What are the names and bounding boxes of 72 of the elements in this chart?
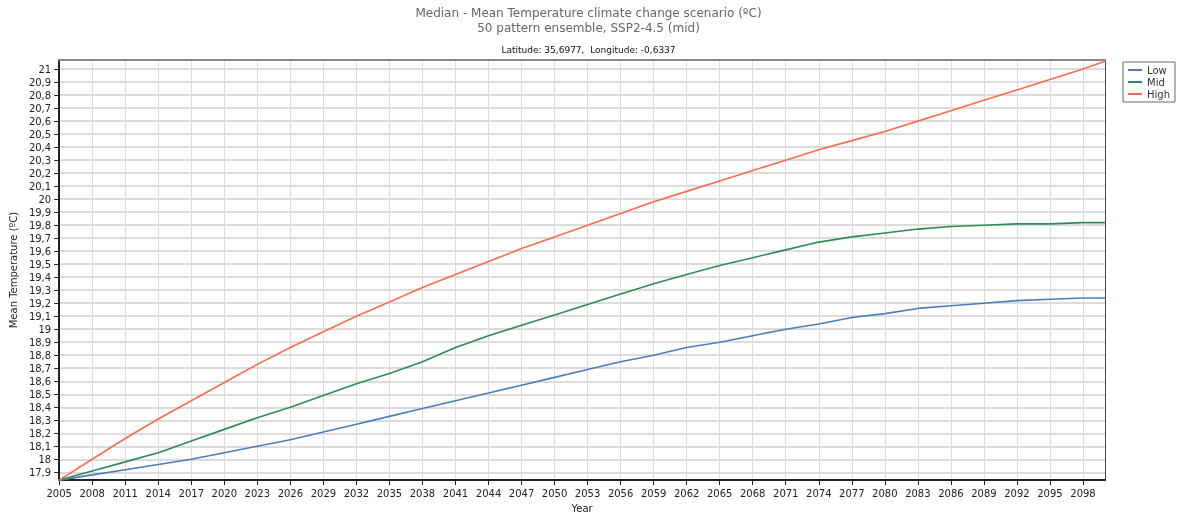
chart-subtitle: 50 pattern ensemble, SSP2-4.5 (mid) [477, 21, 700, 35]
x-tick-label: 2008 [79, 487, 105, 499]
y-tick-label: 20,5 [28, 128, 52, 140]
x-tick-label: 2026 [277, 487, 304, 499]
y-tick-label: 17,9 [28, 466, 52, 478]
y-tick-label: 18,6 [28, 375, 52, 387]
y-tick-label: 21 [38, 63, 52, 75]
x-tick-label: 2041 [442, 487, 469, 499]
y-tick-label: 18,7 [28, 362, 52, 374]
x-tick-label: 2056 [607, 487, 634, 499]
y-tick-label: 20,6 [28, 115, 52, 127]
x-tick-label: 2032 [343, 487, 370, 499]
x-tick-label: 2065 [706, 487, 733, 499]
x-tick-label: 2077 [839, 487, 865, 499]
y-tick-label: 18,1 [28, 440, 52, 452]
y-tick-label: 18,5 [28, 388, 52, 400]
legend-label: High [1147, 88, 1170, 100]
x-tick-label: 2092 [1004, 487, 1030, 499]
y-tick-label: 19,4 [28, 271, 52, 283]
y-tick-label: 19,9 [28, 206, 52, 218]
y-tick-label: 20,9 [28, 76, 52, 88]
legend-label: Low [1147, 64, 1167, 76]
legend-label: Mid [1147, 76, 1165, 88]
y-tick-label: 20,2 [28, 167, 52, 179]
y-tick-label: 18,4 [28, 401, 52, 413]
y-tick-label: 20,3 [28, 154, 52, 166]
y-axis-title: Mean Temperature (ºC) [7, 211, 19, 329]
y-tick-label: 18,8 [28, 349, 52, 361]
x-tick-label: 2086 [938, 487, 964, 499]
text: Latitude: 35,6977, Longitude: -0,6337 [501, 44, 676, 55]
x-tick-label: 2017 [178, 487, 204, 499]
x-tick-label: 2014 [145, 487, 171, 499]
x-tick-label: 2068 [739, 487, 766, 499]
x-tick-label: 2062 [673, 487, 700, 499]
y-tick-label: 20,7 [28, 102, 52, 114]
x-tick-label: 2053 [574, 487, 601, 499]
x-tick-label: 2029 [310, 487, 337, 499]
x-tick-label: 2050 [541, 487, 568, 499]
x-tick-label: 2059 [640, 487, 667, 499]
y-tick-label: 19,8 [28, 219, 52, 231]
x-axis-title: Year [570, 502, 594, 514]
x-tick-label: 2074 [806, 487, 832, 499]
x-tick-label: 2020 [211, 487, 238, 499]
x-tick-label: 2038 [409, 487, 436, 499]
y-tick-label: 20,1 [28, 180, 52, 192]
x-tick-label: 2071 [773, 487, 799, 499]
x-tick-label: 2035 [376, 487, 403, 499]
y-tick-label: 18,3 [28, 414, 52, 426]
y-tick-label: 19,6 [28, 245, 52, 257]
y-tick-label: 19 [38, 323, 52, 335]
y-tick-label: 19,2 [28, 297, 52, 309]
x-tick-label: 2047 [508, 487, 535, 499]
x-tick-label: 2098 [1070, 487, 1096, 499]
y-tick-label: 18,9 [28, 336, 52, 348]
x-tick-label: 2089 [971, 487, 997, 499]
x-tick-label: 2080 [872, 487, 898, 499]
x-tick-label: 2023 [244, 487, 271, 499]
y-tick-label: 20 [38, 193, 52, 205]
y-tick-label: 20,4 [28, 141, 52, 153]
y-tick-label: 19,1 [28, 310, 52, 322]
x-tick-label: 2005 [46, 487, 72, 499]
y-tick-label: 19,7 [28, 232, 52, 244]
x-tick-label: 2044 [475, 487, 502, 499]
x-tick-label: 2095 [1037, 487, 1063, 499]
chart-title: Median - Mean Temperature climate change scenario (ºC) [415, 6, 762, 20]
x-tick-label: 2011 [112, 487, 138, 499]
y-tick-label: 19,5 [28, 258, 52, 270]
x-tick-label: 2083 [905, 487, 931, 499]
y-tick-label: 18,2 [28, 427, 52, 439]
y-tick-label: 19,3 [28, 284, 52, 296]
y-tick-label: 20,8 [28, 89, 52, 101]
y-tick-label: 18 [38, 453, 52, 465]
